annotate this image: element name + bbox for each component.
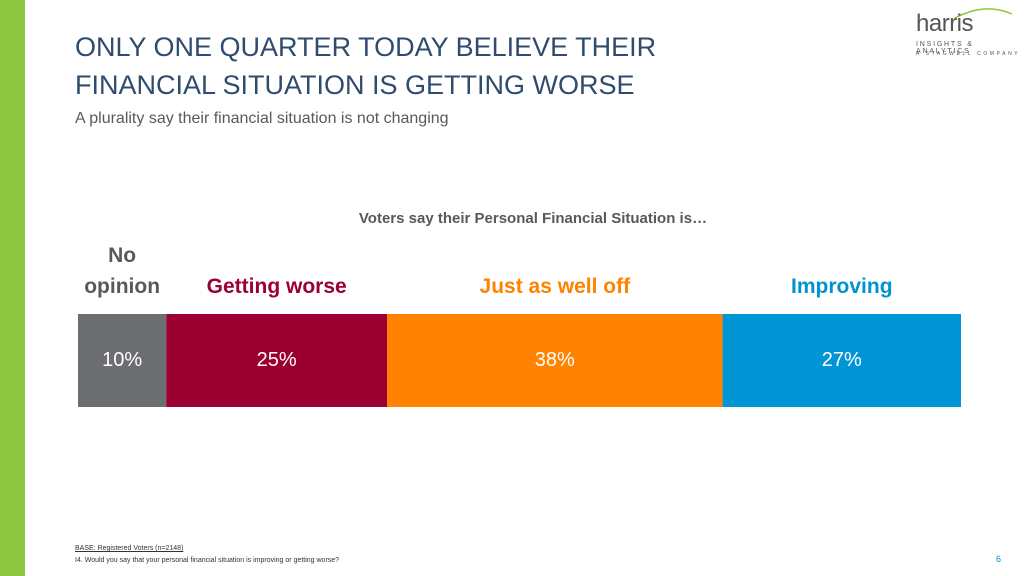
legend-label: Just as well off [479, 275, 631, 298]
value-label: 27% [822, 349, 862, 371]
chart-title: Voters say their Personal Financial Situ… [358, 210, 708, 227]
footnote: I4. Would you say that your personal fin… [75, 557, 340, 564]
logo-name: harris [916, 10, 974, 37]
accent-strip [0, 0, 25, 576]
slide-title: ONLY ONE QUARTER TODAY BELIEVE THEIR [75, 32, 657, 62]
slide-title: FINANCIAL SITUATION IS GETTING WORSE [75, 70, 635, 100]
legend-label: Getting worse [206, 275, 347, 298]
bar-segment [166, 314, 388, 407]
logo-parent: A STAGWELL COMPANY [916, 51, 1021, 57]
bar-segment [78, 314, 167, 407]
bar-segment [722, 314, 961, 407]
value-label: 10% [102, 349, 142, 371]
value-label: 38% [535, 349, 575, 371]
page-number: 6 [996, 554, 1002, 564]
footnote: BASE: Registered Voters (n=2148) [75, 545, 184, 552]
subtitle: A plurality say their financial situatio… [75, 110, 449, 127]
legend-label: Improving [791, 275, 893, 298]
value-label: 25% [257, 349, 297, 371]
legend-label: No opinion [84, 244, 161, 298]
logo-tagline: INSIGHTS & ANALYTICS [916, 41, 974, 55]
bar-segment [387, 314, 723, 407]
